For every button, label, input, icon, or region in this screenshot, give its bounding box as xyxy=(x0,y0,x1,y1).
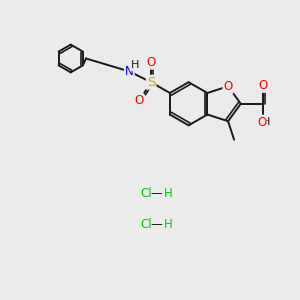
Text: O: O xyxy=(134,94,143,107)
Text: Cl: Cl xyxy=(141,218,152,231)
Text: H: H xyxy=(164,218,172,231)
Text: S: S xyxy=(147,76,155,89)
Text: O: O xyxy=(257,116,266,129)
Text: H: H xyxy=(164,187,172,200)
Text: —: — xyxy=(150,218,162,231)
Text: H: H xyxy=(130,60,139,70)
Text: H: H xyxy=(261,117,270,127)
Text: Cl: Cl xyxy=(141,187,152,200)
Text: N: N xyxy=(125,65,134,78)
Text: —: — xyxy=(150,187,162,200)
Text: O: O xyxy=(146,56,156,69)
Text: O: O xyxy=(258,79,267,92)
Text: O: O xyxy=(224,80,233,93)
